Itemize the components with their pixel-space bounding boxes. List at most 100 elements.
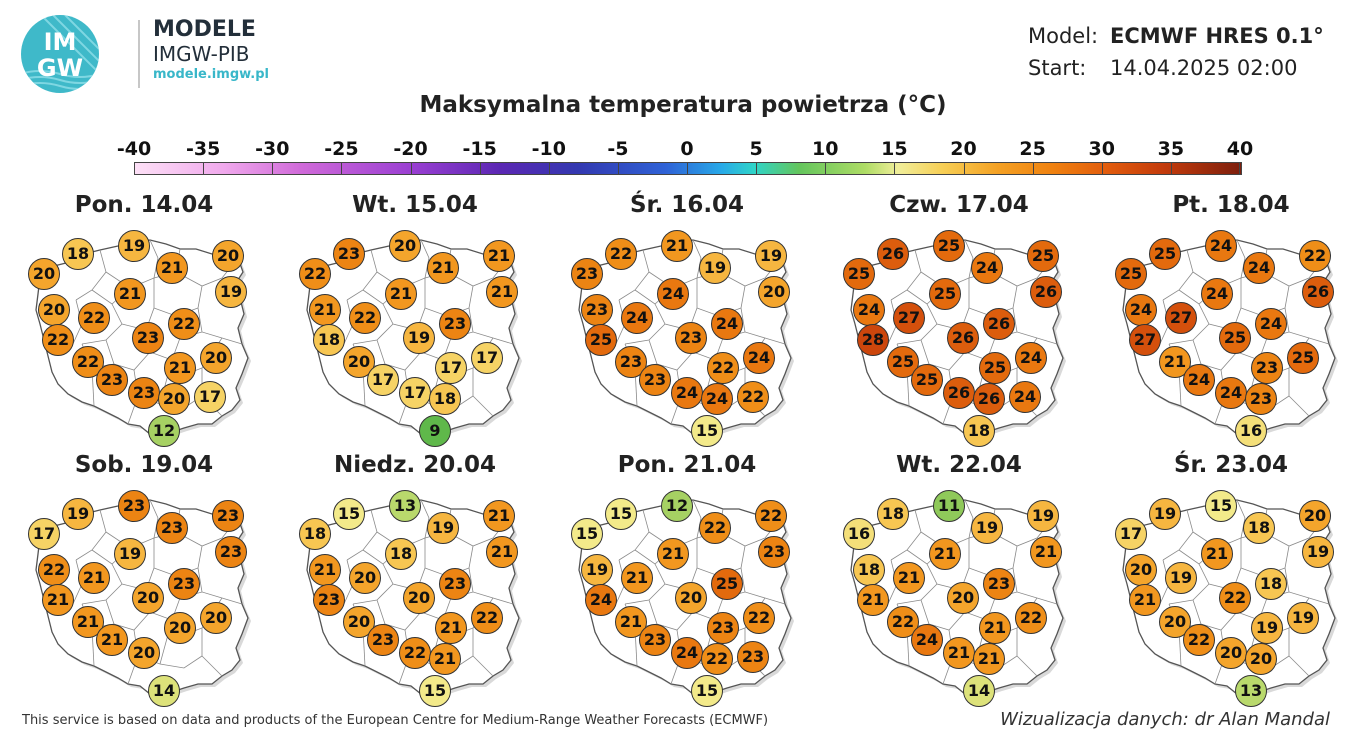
- temperature-marker: 15: [333, 498, 365, 530]
- temperature-marker: 24: [1183, 364, 1215, 396]
- scale-tick: [894, 162, 896, 175]
- province-border: [472, 395, 494, 417]
- temperature-marker: 24: [1015, 342, 1047, 374]
- temperature-marker: 23: [333, 238, 365, 270]
- temperature-marker: 21: [309, 554, 341, 586]
- temperature-marker: 25: [1287, 342, 1319, 374]
- temperature-marker: 22: [72, 346, 104, 378]
- temperature-marker: 21: [483, 500, 515, 532]
- temperature-marker: 26: [983, 308, 1015, 340]
- temperature-marker: 24: [1215, 377, 1247, 409]
- province-border: [105, 339, 151, 371]
- brand-text: MODELE IMGW-PIB modele.imgw.pl: [153, 18, 269, 84]
- forecast-map-panel: Śr. 23.04 19 15 17 20 18 19 20 21 19 22 18 21 20 19 19 2…: [1113, 452, 1349, 707]
- temperature-marker: 17: [471, 342, 503, 374]
- province-border: [346, 249, 378, 301]
- temperature-marker: 20: [675, 582, 707, 614]
- temperature-marker: 23: [581, 294, 613, 326]
- scale-tick: [1032, 162, 1034, 175]
- temperature-marker: 18: [963, 415, 995, 447]
- temperature-marker: 22: [737, 381, 769, 413]
- temperature-marker: 21: [1129, 584, 1161, 616]
- temperature-marker: 21: [943, 637, 975, 669]
- temperature-marker: 25: [933, 230, 965, 262]
- temperature-marker: 22: [1015, 602, 1047, 634]
- temperature-marker: 22: [168, 308, 200, 340]
- temperature-marker: 23: [313, 584, 345, 616]
- temperature-marker: 20: [1159, 606, 1191, 638]
- temperature-marker: 20: [1125, 554, 1157, 586]
- temperature-marker: 21: [435, 612, 467, 644]
- temperature-marker: 19: [755, 240, 787, 272]
- footer-author: Wizualizacja danych: dr Alan Mandal: [1000, 709, 1330, 730]
- svg-text:GW: GW: [37, 54, 83, 82]
- scale-label: -40: [116, 138, 152, 160]
- scale-tick: [1239, 162, 1240, 175]
- day-title: Czw. 17.04: [889, 192, 1029, 218]
- temperature-marker: 20: [200, 602, 232, 634]
- day-title: Wt. 15.04: [352, 192, 478, 218]
- scale-tick: [1101, 162, 1103, 175]
- temperature-marker: 24: [1255, 308, 1287, 340]
- temperature-marker: 25: [1149, 238, 1181, 270]
- province-border: [618, 509, 650, 561]
- temperature-marker: 21: [979, 612, 1011, 644]
- scale-label: 35: [1157, 138, 1185, 160]
- svg-text:IM: IM: [44, 28, 77, 56]
- temperature-marker: 19: [1251, 612, 1283, 644]
- model-info: Model: ECMWF HRES 0.1° Start: 14.04.2025 0…: [1028, 20, 1324, 84]
- scale-ticks: [134, 162, 1240, 175]
- temperature-marker: 23: [168, 568, 200, 600]
- temperature-marker: 24: [853, 294, 885, 326]
- temperature-marker: 19: [114, 538, 146, 570]
- province-border: [201, 655, 223, 677]
- province-border: [618, 249, 650, 301]
- scale-label: 25: [1019, 138, 1046, 160]
- scale-label: 40: [1226, 138, 1254, 160]
- temperature-marker: 15: [691, 675, 723, 707]
- temperature-marker: 26: [877, 238, 909, 270]
- temperature-marker: 21: [96, 624, 128, 656]
- scale-label: 5: [749, 138, 763, 160]
- temperature-marker: 23: [212, 500, 244, 532]
- temperature-marker: 26: [973, 383, 1005, 415]
- temperature-marker: 15: [605, 498, 637, 530]
- temperature-marker: 14: [963, 675, 995, 707]
- temperature-marker: 16: [843, 518, 875, 550]
- temperature-marker: 22: [699, 512, 731, 544]
- temperature-marker: 22: [42, 324, 74, 356]
- forecast-map-panel: Wt. 15.04 23 20 22 21 21 21 21 21 22 19 23 18 20 17 17 1…: [297, 192, 533, 447]
- day-title: Wt. 22.04: [896, 452, 1022, 478]
- temperature-marker: 17: [28, 518, 60, 550]
- temperature-marker: 18: [62, 238, 94, 270]
- temperature-marker: 18: [429, 383, 461, 415]
- temperature-marker: 19: [1027, 500, 1059, 532]
- logo: IM GW MODELE IMGW-PIB modele.imgw.pl: [20, 14, 280, 94]
- temperature-marker: 23: [156, 512, 188, 544]
- scale-tick: [134, 162, 135, 175]
- temperature-marker: 20: [128, 637, 160, 669]
- temperature-marker: 22: [349, 302, 381, 334]
- province-border: [1162, 249, 1194, 301]
- temperature-marker: 27: [1165, 302, 1197, 334]
- temperature-marker: 18: [313, 324, 345, 356]
- temperature-marker: 19: [699, 252, 731, 284]
- temperature-marker: 25: [843, 258, 875, 290]
- temperature-marker: 19: [62, 498, 94, 530]
- temperature-marker: 20: [1215, 637, 1247, 669]
- province-border: [75, 249, 107, 301]
- temperature-marker: 21: [114, 278, 146, 310]
- temperature-marker: 22: [1219, 582, 1251, 614]
- temperature-marker: 24: [1125, 294, 1157, 326]
- scale-label: 20: [950, 138, 977, 160]
- temperature-marker: 9: [419, 415, 451, 447]
- temperature-marker: 26: [1302, 276, 1334, 308]
- scale-label: 30: [1088, 138, 1115, 160]
- temperature-marker: 21: [483, 240, 515, 272]
- forecast-map-panel: Sob. 19.04 19 23 17 23 23 23 22 19 21 20 23 21 21 20 20…: [26, 452, 262, 707]
- province-border: [1016, 655, 1038, 677]
- temperature-marker: 12: [661, 490, 693, 522]
- temperature-marker: 21: [973, 643, 1005, 675]
- brand-url[interactable]: modele.imgw.pl: [153, 67, 269, 82]
- temperature-marker: 24: [671, 377, 703, 409]
